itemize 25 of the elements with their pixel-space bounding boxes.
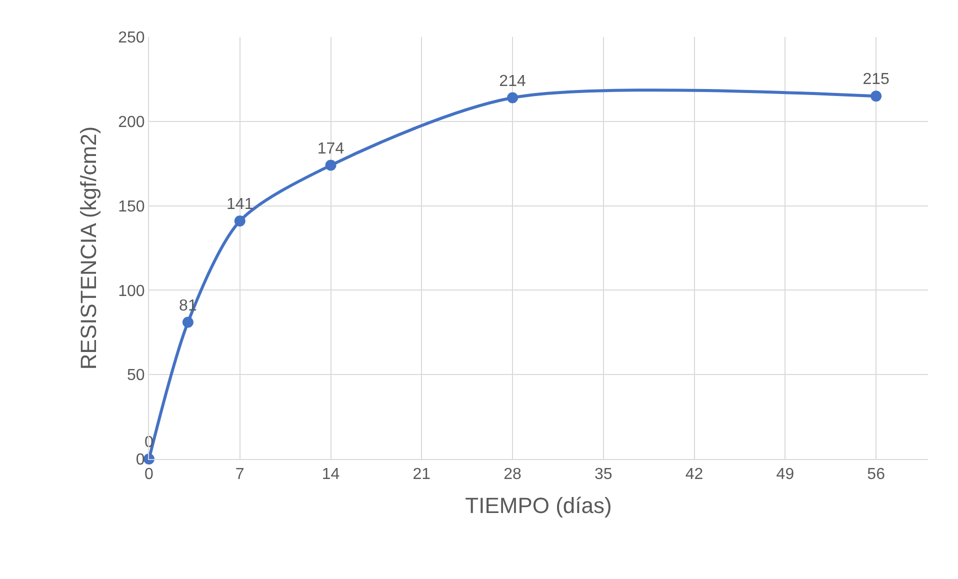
point	[325, 160, 336, 171]
point	[507, 92, 518, 104]
data-label: 215	[862, 71, 890, 88]
data-label: 174	[317, 140, 344, 158]
point	[234, 215, 246, 226]
x-tick-label: 42	[685, 466, 704, 484]
x-tick-label: 49	[776, 466, 794, 484]
y-tick-label: 100	[118, 282, 145, 300]
y-tick-label: 200	[118, 114, 145, 131]
x-tick-label: 21	[412, 466, 431, 484]
x-tick-label: 35	[594, 466, 612, 484]
y-axis-title: RESISTENCIA (kgf/cm2)	[76, 126, 101, 370]
point	[870, 90, 882, 102]
point	[182, 316, 194, 328]
y-tick-label: 0	[136, 452, 145, 469]
y-tick-label: 250	[118, 30, 145, 47]
x-tick-label: 14	[322, 466, 340, 484]
x-tick-label: 28	[504, 466, 522, 484]
y-tick-label: 50	[127, 367, 145, 384]
x-axis-title: TIEMPO (días)	[465, 493, 612, 518]
y-tick-label: 150	[118, 198, 145, 216]
x-tick-label: 56	[867, 466, 886, 484]
data-label: 141	[226, 196, 254, 214]
x-tick-label: 7	[235, 466, 244, 484]
data-label: 214	[499, 72, 526, 90]
